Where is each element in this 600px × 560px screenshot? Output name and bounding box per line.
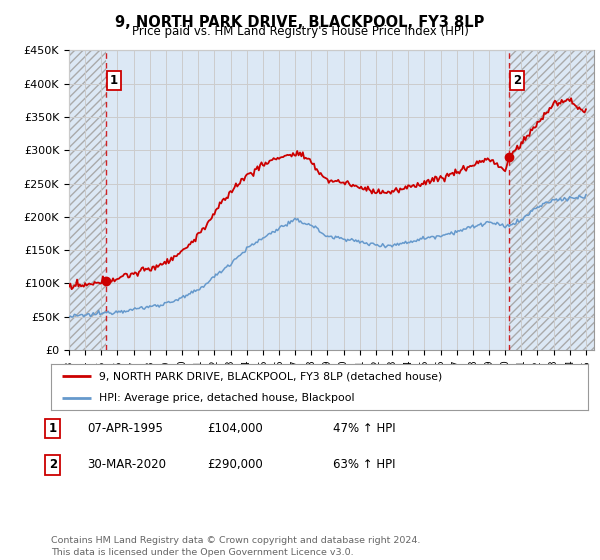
Text: 47% ↑ HPI: 47% ↑ HPI xyxy=(333,422,395,435)
Text: 2: 2 xyxy=(49,458,57,472)
Text: 07-APR-1995: 07-APR-1995 xyxy=(87,422,163,435)
Text: 2: 2 xyxy=(513,74,521,87)
Bar xyxy=(69,50,106,350)
Text: HPI: Average price, detached house, Blackpool: HPI: Average price, detached house, Blac… xyxy=(100,393,355,403)
Bar xyxy=(509,50,594,350)
Text: £290,000: £290,000 xyxy=(207,458,263,472)
Text: 63% ↑ HPI: 63% ↑ HPI xyxy=(333,458,395,472)
Text: 1: 1 xyxy=(110,74,118,87)
Text: 30-MAR-2020: 30-MAR-2020 xyxy=(87,458,166,472)
Text: £104,000: £104,000 xyxy=(207,422,263,435)
Bar xyxy=(509,50,594,350)
Text: 9, NORTH PARK DRIVE, BLACKPOOL, FY3 8LP: 9, NORTH PARK DRIVE, BLACKPOOL, FY3 8LP xyxy=(115,15,485,30)
Text: Contains HM Land Registry data © Crown copyright and database right 2024.
This d: Contains HM Land Registry data © Crown c… xyxy=(51,536,421,557)
Bar xyxy=(69,50,106,350)
Text: Price paid vs. HM Land Registry's House Price Index (HPI): Price paid vs. HM Land Registry's House … xyxy=(131,25,469,38)
Text: 9, NORTH PARK DRIVE, BLACKPOOL, FY3 8LP (detached house): 9, NORTH PARK DRIVE, BLACKPOOL, FY3 8LP … xyxy=(100,371,443,381)
Text: 1: 1 xyxy=(49,422,57,435)
